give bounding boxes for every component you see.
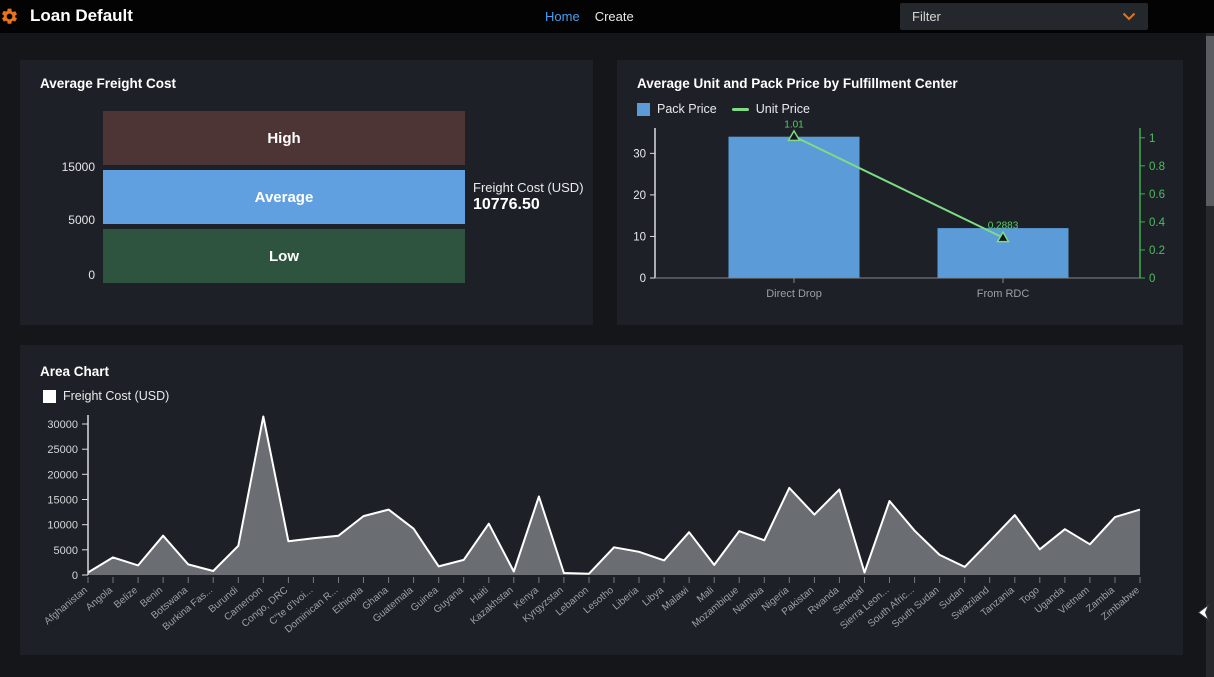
data-label: 1.01 [784,120,804,130]
gauge-axis-label: 5000 [20,213,95,227]
gauge-band-low: Low [103,229,465,283]
right-axis-tick: 0.8 [1149,161,1165,173]
chevron-down-icon [1122,12,1136,21]
y-axis-tick: 10000 [47,520,78,532]
x-axis-label: Angola [84,585,115,614]
gear-icon[interactable] [0,7,19,26]
gauge-value-label: Freight Cost (USD) [473,180,591,195]
unit-price-swatch [732,108,749,111]
legend-label-freight-cost: Freight Cost (USD) [63,389,169,403]
right-axis-tick: 0.4 [1149,217,1166,229]
area-chart: 0 5000 10000 15000 20000 25000 30000 Afghanista… [20,405,1183,655]
panel-average-freight-cost: Average Freight Cost HighAverageLow Frei… [20,60,593,325]
filter-dropdown-label: Filter [912,9,941,24]
gauge-band-average: Average [103,170,465,224]
y-axis-tick: 5000 [54,545,78,557]
x-axis-label: Liberia [611,585,641,613]
right-axis-tick: 0 [1149,273,1155,285]
gauge-axis-label: 0 [20,268,95,282]
panel-title: Average Unit and Pack Price by Fulfillme… [637,76,958,91]
panel-area-chart: Area Chart Freight Cost (USD) 0 5000 10000… [20,345,1183,655]
gauge-chart: High Average Low Freight Cost (USD) 10776.… [20,60,593,325]
area-fill [88,417,1140,576]
nav-tab-home[interactable]: Home [545,9,580,24]
left-axis-tick: 30 [633,148,646,160]
gauge-bands: High Average Low [103,111,465,288]
area-chart-legend: Freight Cost (USD) [43,389,177,403]
unit-price-marker [789,131,800,141]
y-axis-tick: 30000 [47,419,78,431]
right-axis-tick: 0.6 [1149,189,1165,201]
panel-title: Area Chart [40,364,109,379]
data-label: 0.2883 [988,221,1019,232]
freight-cost-swatch [43,390,56,403]
nav-tab-create[interactable]: Create [595,9,634,24]
right-axis-tick: 0.2 [1149,245,1165,257]
page-title: Loan Default [30,6,133,26]
y-axis-tick: 20000 [47,469,78,481]
x-axis-label: Afghanistan [42,585,90,627]
vertical-scrollbar [1206,33,1214,677]
gauge-band-label: Low [269,248,299,265]
right-axis-tick: 1 [1149,133,1155,145]
x-axis-label: From RDC [977,288,1030,300]
legend-label-pack-price: Pack Price [657,102,717,116]
bar-chart-legend: Pack Price Unit Price [637,102,818,116]
gauge-band-high: High [103,111,465,165]
gauge-value: 10776.50 [473,196,591,214]
gauge-band-label: Average [255,189,314,206]
panel-unit-pack-price: Average Unit and Pack Price by Fulfillme… [617,60,1183,325]
y-axis-tick: 25000 [47,444,78,456]
left-axis-tick: 0 [640,273,646,285]
main-nav: Home Create [545,0,634,33]
bar-line-chart: 0 10 20 30 0 0.2 0.4 0.6 0.8 1 Direct Drop From RDC… [617,120,1183,315]
pack-price-swatch [637,103,650,116]
dashboard: Loan Default Home Create Filter Average … [0,0,1214,677]
legend-label-unit-price: Unit Price [756,102,810,116]
gauge-value-callout: Freight Cost (USD) 10776.50 [473,180,591,214]
x-axis-label: Belize [112,585,140,611]
filter-dropdown[interactable]: Filter [900,3,1148,30]
left-axis-tick: 20 [633,190,646,202]
gauge-band-label: High [267,130,300,147]
left-axis-tick: 10 [633,231,646,243]
mouse-cursor [1197,604,1210,621]
scrollbar-thumb[interactable] [1206,36,1214,206]
y-axis-tick: 0 [72,570,78,582]
header-bar: Loan Default Home Create Filter [0,0,1214,33]
y-axis-tick: 15000 [47,495,78,507]
x-axis-label: Direct Drop [766,288,822,300]
x-axis-label: Malawi [660,585,691,613]
gauge-axis-label: 15000 [20,160,95,174]
